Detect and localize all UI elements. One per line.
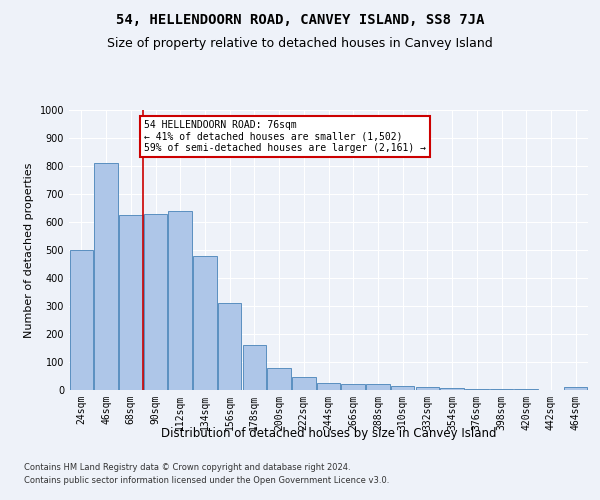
Bar	[341, 384, 365, 390]
Bar	[416, 386, 439, 390]
Bar	[193, 256, 217, 390]
Text: Distribution of detached houses by size in Canvey Island: Distribution of detached houses by size …	[161, 428, 497, 440]
Bar	[169, 211, 192, 390]
Bar	[144, 214, 167, 390]
Bar	[440, 388, 464, 390]
Y-axis label: Number of detached properties: Number of detached properties	[24, 162, 34, 338]
Bar	[94, 163, 118, 390]
Bar	[268, 368, 291, 390]
Text: 54 HELLENDOORN ROAD: 76sqm
← 41% of detached houses are smaller (1,502)
59% of s: 54 HELLENDOORN ROAD: 76sqm ← 41% of deta…	[145, 120, 427, 153]
Bar	[366, 384, 389, 390]
Text: Size of property relative to detached houses in Canvey Island: Size of property relative to detached ho…	[107, 38, 493, 51]
Bar	[242, 344, 266, 390]
Bar	[119, 215, 143, 390]
Bar	[391, 386, 415, 390]
Bar	[218, 302, 241, 390]
Text: 54, HELLENDOORN ROAD, CANVEY ISLAND, SS8 7JA: 54, HELLENDOORN ROAD, CANVEY ISLAND, SS8…	[116, 12, 484, 26]
Text: Contains HM Land Registry data © Crown copyright and database right 2024.: Contains HM Land Registry data © Crown c…	[24, 462, 350, 471]
Bar	[317, 383, 340, 390]
Bar	[70, 250, 93, 390]
Bar	[292, 378, 316, 390]
Bar	[564, 387, 587, 390]
Text: Contains public sector information licensed under the Open Government Licence v3: Contains public sector information licen…	[24, 476, 389, 485]
